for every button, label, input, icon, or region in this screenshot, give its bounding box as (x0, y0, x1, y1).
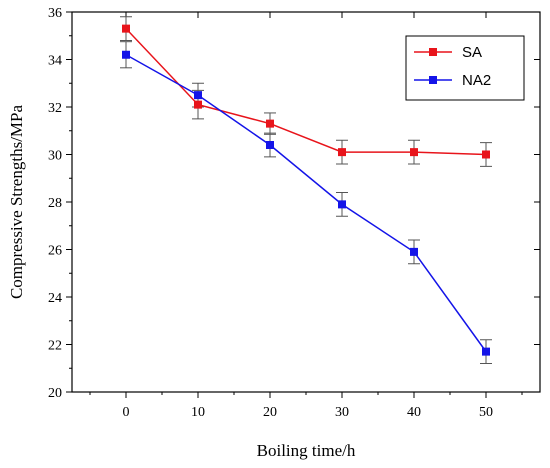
y-tick-label-22: 22 (48, 339, 62, 354)
y-axis-title: Compressive Strengths/MPa (7, 105, 26, 300)
point-sa-40 (410, 148, 418, 157)
x-tick-label-20: 20 (263, 405, 277, 420)
point-na2-10 (194, 91, 202, 100)
x-tick-label-50: 50 (479, 405, 493, 420)
point-sa-20 (266, 119, 274, 128)
point-na2-30 (338, 200, 346, 209)
legend: SA NA2 (405, 35, 525, 101)
legend-marker-na2 (429, 76, 437, 84)
point-na2-0 (122, 50, 130, 59)
point-na2-50 (482, 347, 490, 356)
y-tick-label-36: 36 (48, 6, 62, 21)
x-tick-label-10: 10 (191, 405, 205, 420)
x-tick-label-0: 0 (123, 405, 130, 420)
point-sa-30 (338, 148, 346, 157)
point-sa-0 (122, 24, 130, 33)
point-na2-20 (266, 141, 274, 149)
y-tick-label-30: 30 (48, 149, 62, 164)
marker-group (122, 24, 490, 356)
x-tick-label-30: 30 (335, 405, 349, 420)
y-tick-label-24: 24 (48, 291, 62, 306)
tick-group: 0 10 20 30 40 50 20 22 24 26 28 30 32 34 36 (48, 6, 540, 420)
series-line-na2 (125, 54, 487, 353)
point-sa-50 (482, 150, 490, 159)
legend-label-sa: SA (462, 44, 482, 61)
y-tick-label-28: 28 (48, 196, 62, 211)
series-line-sa (125, 28, 487, 156)
point-na2-40 (410, 247, 418, 256)
legend-box (405, 35, 525, 101)
point-sa-10 (194, 100, 202, 109)
x-axis-title: Boiling time/h (257, 441, 356, 460)
y-tick-label-34: 34 (48, 54, 62, 69)
legend-marker-sa (429, 48, 437, 56)
series-line-group (125, 28, 487, 353)
x-tick-label-40: 40 (407, 405, 421, 420)
y-tick-label-20: 20 (48, 386, 62, 401)
y-tick-label-26: 26 (48, 244, 62, 259)
y-tick-label-32: 32 (48, 101, 62, 116)
legend-label-na2: NA2 (462, 72, 491, 89)
